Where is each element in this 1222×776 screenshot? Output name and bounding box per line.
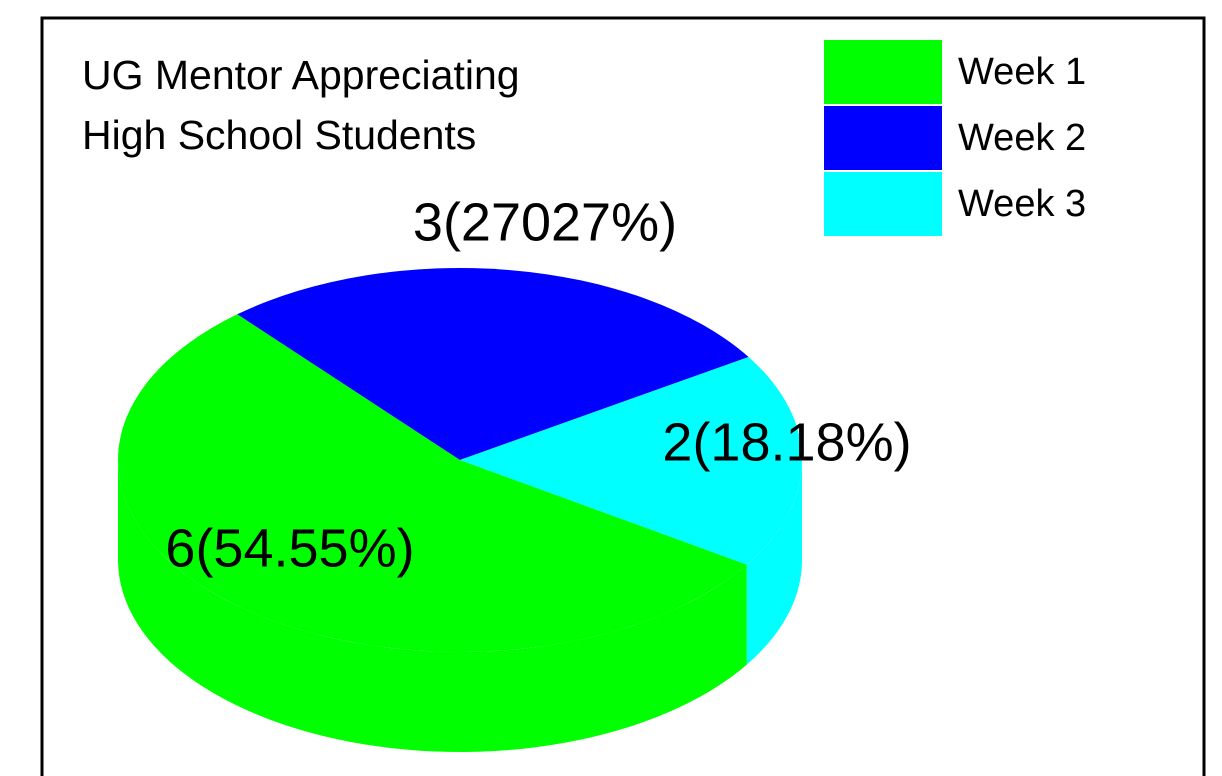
legend-swatch	[824, 172, 942, 236]
pie-slice	[237, 267, 749, 460]
pie-slice	[118, 314, 747, 652]
legend-label: Week 1	[958, 51, 1086, 93]
legend-label: Week 2	[958, 117, 1086, 159]
data-label: 2(18.18%)	[662, 412, 911, 472]
data-label: 6(54.55%)	[165, 518, 414, 578]
legend-swatch	[824, 40, 942, 104]
chart-title: High School Students	[82, 112, 476, 158]
chart-title: UG Mentor Appreciating	[82, 52, 520, 98]
legend-swatch	[824, 106, 942, 170]
pie-side	[118, 460, 747, 752]
pie-slice	[460, 356, 802, 565]
pie-side	[746, 460, 802, 665]
data-label: 3(27027%)	[413, 192, 677, 252]
legend-label: Week 3	[958, 183, 1086, 225]
